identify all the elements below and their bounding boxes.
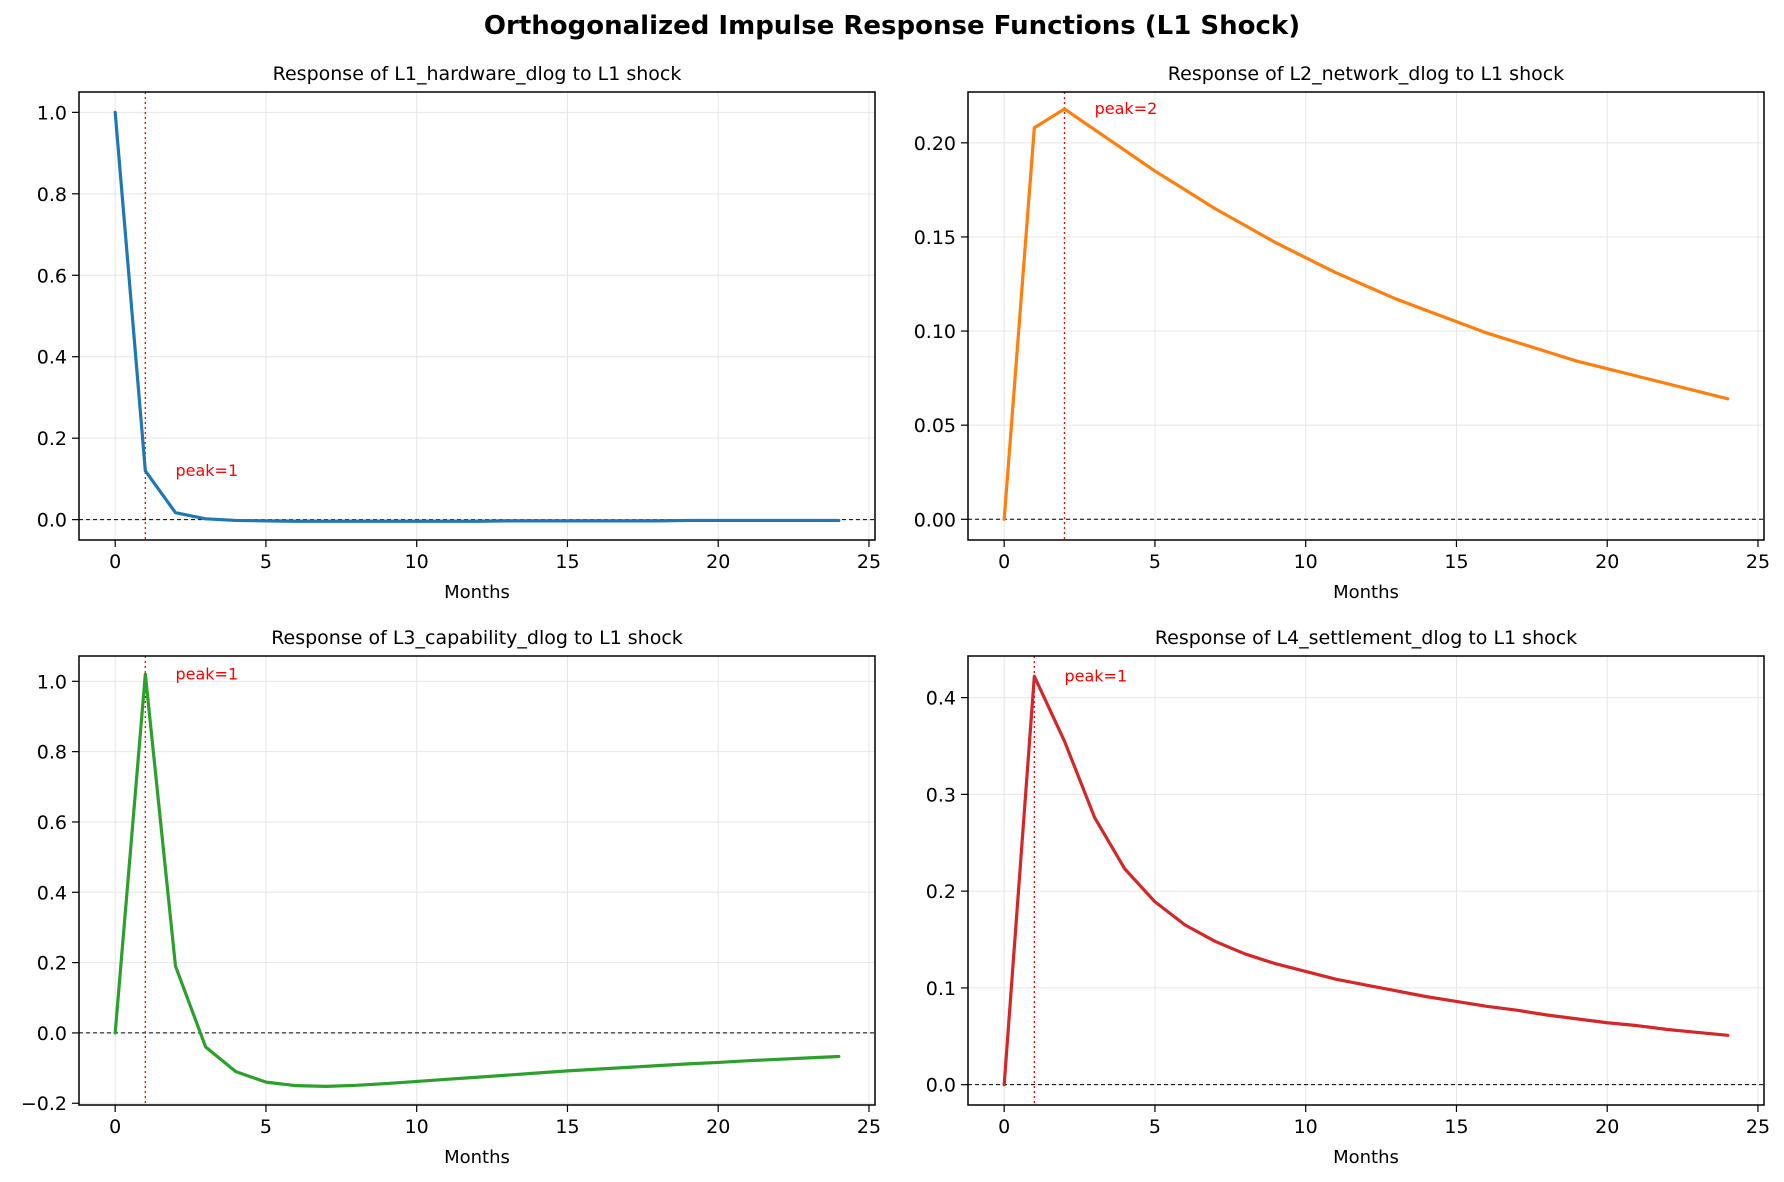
- y-tick-label: 0.10: [914, 321, 956, 343]
- x-tick-label: 25: [1746, 551, 1770, 573]
- peak-label: peak=1: [1064, 666, 1127, 685]
- peak-label: peak=1: [175, 664, 238, 683]
- figure-title: Orthogonalized Impulse Response Function…: [484, 11, 1300, 41]
- series-line: [1002, 107, 1730, 521]
- x-tick-label: 0: [998, 1116, 1010, 1138]
- y-tick-label: 0.1: [926, 978, 956, 1000]
- x-tick-label: 0: [109, 551, 121, 573]
- x-tick-label: 15: [1444, 1116, 1468, 1138]
- subplot-1: Response of L1_hardware_dlog to L1 shock…: [37, 63, 881, 603]
- y-tick-label: 0.4: [37, 347, 67, 369]
- axes-frame: [78, 655, 876, 1106]
- x-tick-label: 0: [109, 1116, 121, 1138]
- y-tick-label: 0.05: [914, 415, 956, 437]
- x-tick-label: 15: [555, 551, 579, 573]
- series-line: [1002, 674, 1730, 1087]
- y-tick-label: 0.15: [914, 227, 956, 249]
- x-tick-label: 25: [857, 551, 881, 573]
- x-axis-label: Months: [1333, 1147, 1399, 1168]
- y-tick-label: 0.0: [926, 1075, 956, 1097]
- y-tick-label: 0.0: [37, 1023, 67, 1045]
- y-tick-label: −0.2: [21, 1093, 67, 1115]
- y-tick-label: 1.0: [37, 102, 67, 124]
- x-tick-label: 20: [706, 551, 730, 573]
- x-tick-label: 0: [998, 551, 1010, 573]
- axes-frame: [967, 655, 1765, 1106]
- x-tick-label: 20: [1595, 551, 1619, 573]
- x-axis-label: Months: [444, 1147, 510, 1168]
- subplot-3: Response of L3_capability_dlog to L1 sho…: [21, 627, 881, 1168]
- x-tick-label: 25: [857, 1116, 881, 1138]
- axes-frame: [967, 91, 1765, 541]
- x-tick-label: 15: [555, 1116, 579, 1138]
- x-tick-label: 10: [405, 551, 429, 573]
- y-tick-label: 0.6: [37, 265, 67, 287]
- subplot-title: Response of L4_settlement_dlog to L1 sho…: [1155, 627, 1577, 649]
- subplot-4: Response of L4_settlement_dlog to L1 sho…: [926, 627, 1770, 1168]
- x-tick-label: 5: [1149, 551, 1161, 573]
- x-tick-label: 5: [260, 551, 272, 573]
- axes-frame: [78, 91, 876, 541]
- x-tick-label: 10: [405, 1116, 429, 1138]
- peak-label: peak=2: [1095, 99, 1158, 118]
- y-tick-label: 0.4: [926, 688, 956, 710]
- x-tick-label: 15: [1444, 551, 1468, 573]
- subplot-title: Response of L3_capability_dlog to L1 sho…: [271, 627, 683, 649]
- y-tick-label: 0.4: [37, 882, 67, 904]
- y-tick-label: 0.2: [37, 428, 67, 450]
- y-tick-label: 0.6: [37, 812, 67, 834]
- subplot-title: Response of L1_hardware_dlog to L1 shock: [273, 63, 682, 85]
- y-tick-label: 0.2: [37, 953, 67, 975]
- subplot-title: Response of L2_network_dlog to L1 shock: [1168, 63, 1564, 85]
- x-tick-label: 5: [1149, 1116, 1161, 1138]
- y-tick-label: 0.8: [37, 742, 67, 764]
- x-axis-label: Months: [1333, 582, 1399, 603]
- subplot-2: Response of L2_network_dlog to L1 shock p…: [914, 63, 1770, 603]
- y-tick-label: 0.0: [37, 510, 67, 532]
- y-tick-label: 0.2: [926, 881, 956, 903]
- x-tick-label: 25: [1746, 1116, 1770, 1138]
- x-tick-label: 10: [1294, 1116, 1318, 1138]
- y-tick-label: 0.8: [37, 184, 67, 206]
- peak-label: peak=1: [175, 461, 238, 480]
- x-tick-label: 20: [1595, 1116, 1619, 1138]
- x-tick-label: 5: [260, 1116, 272, 1138]
- y-tick-label: 0.00: [914, 509, 956, 531]
- y-tick-label: 1.0: [37, 671, 67, 693]
- series-line: [113, 672, 841, 1088]
- y-tick-label: 0.3: [926, 784, 956, 806]
- x-axis-label: Months: [444, 582, 510, 603]
- y-tick-label: 0.20: [914, 133, 956, 155]
- x-tick-label: 20: [706, 1116, 730, 1138]
- x-tick-label: 10: [1294, 551, 1318, 573]
